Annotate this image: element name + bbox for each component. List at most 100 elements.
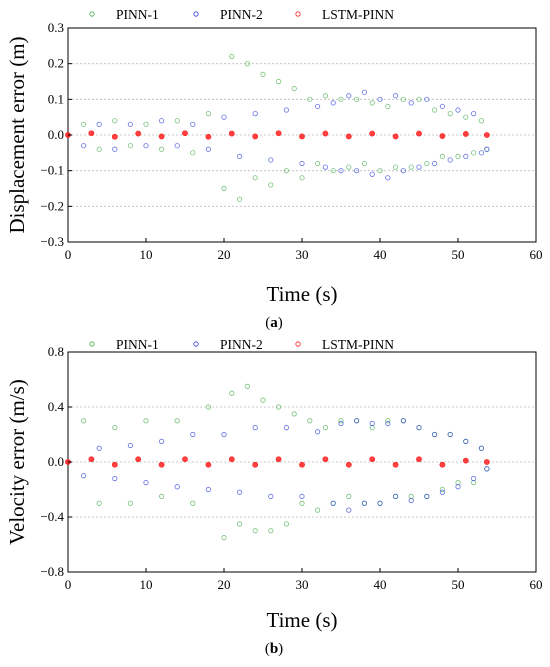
data-point — [135, 456, 142, 463]
data-point — [237, 196, 243, 202]
data-point — [190, 500, 196, 506]
data-point — [268, 528, 274, 534]
data-point — [112, 146, 118, 152]
data-point — [299, 500, 305, 506]
data-point — [275, 130, 282, 137]
x-axis-label: Time (s) — [267, 608, 338, 632]
data-point — [447, 157, 453, 163]
data-point — [228, 130, 235, 137]
data-point — [237, 489, 243, 495]
data-point — [252, 175, 258, 181]
data-point — [470, 150, 477, 156]
data-point — [174, 418, 180, 424]
data-point — [159, 118, 165, 124]
data-point — [322, 130, 329, 137]
data-point — [252, 133, 259, 140]
y-tick-label: 0.4 — [48, 399, 65, 414]
data-point — [338, 168, 344, 174]
data-point — [322, 93, 328, 99]
legend-label: PINN-1 — [116, 337, 159, 352]
data-point — [353, 418, 360, 424]
data-point — [392, 461, 399, 468]
data-point — [205, 404, 211, 410]
x-axis-label: Time (s) — [267, 282, 338, 306]
data-point — [127, 143, 133, 149]
y-tick-label: −0.3 — [40, 234, 64, 249]
data-point — [112, 118, 118, 124]
data-point — [158, 461, 165, 468]
data-point — [346, 507, 352, 513]
data-point — [385, 103, 391, 110]
panel-label-a: (a) — [265, 315, 283, 331]
x-tick-label: 20 — [218, 247, 231, 262]
data-point — [275, 404, 282, 410]
data-point — [275, 456, 282, 463]
data-point — [400, 168, 406, 174]
data-point — [111, 133, 118, 140]
data-point — [96, 121, 102, 127]
panel-label-b: (b) — [265, 641, 283, 657]
data-point — [455, 484, 461, 490]
data-point — [478, 150, 484, 156]
data-point — [81, 121, 87, 127]
y-tick-label: 0.0 — [48, 454, 64, 469]
data-point — [330, 500, 336, 506]
data-point — [221, 431, 227, 438]
x-tick-label: 50 — [452, 247, 465, 262]
y-tick-label: 0.3 — [48, 20, 64, 35]
panel-letter-b: b — [270, 641, 278, 657]
x-tick-label: 10 — [140, 577, 153, 592]
data-point — [127, 121, 133, 127]
panel-a-chart: 0.3 0.2 0.1 0.0 −0.1 −0.2 −0.3 0 10 20 30 40 50 60 P… — [5, 7, 543, 331]
data-point — [424, 160, 430, 167]
data-point — [463, 438, 469, 444]
data-point — [377, 168, 383, 174]
data-point — [346, 164, 352, 170]
data-point — [307, 96, 313, 102]
data-point — [96, 500, 102, 506]
legend-label: PINN-1 — [116, 7, 159, 22]
data-point — [392, 133, 399, 140]
data-point — [111, 461, 118, 468]
data-point — [338, 418, 344, 424]
data-point — [416, 425, 422, 431]
data-point — [439, 133, 446, 139]
data-point — [135, 130, 142, 137]
data-point — [353, 96, 360, 102]
data-point — [307, 418, 313, 424]
data-point — [361, 160, 367, 167]
data-point — [299, 461, 305, 468]
data-point — [400, 96, 406, 102]
legend-marker — [193, 11, 199, 17]
data-point — [205, 461, 212, 468]
data-point — [237, 153, 243, 159]
data-point — [484, 146, 490, 152]
data-point — [229, 53, 235, 60]
data-point — [330, 168, 336, 174]
x-axis-ticks: 0 10 20 30 40 50 60 — [65, 568, 543, 592]
data-point — [228, 456, 235, 463]
data-point — [439, 153, 445, 159]
data-point — [470, 111, 477, 117]
data-point — [174, 118, 180, 124]
data-point — [408, 164, 414, 170]
data-point — [252, 461, 259, 468]
legend: PINN-1 PINN-2 LSTM-PINN — [89, 7, 394, 22]
data-point — [221, 185, 227, 192]
x-tick-label: 0 — [65, 247, 72, 262]
data-point — [159, 146, 165, 152]
data-point — [260, 397, 266, 403]
data-point — [283, 521, 289, 527]
y-axis-label: Velocity error (m/s) — [5, 379, 29, 545]
legend-marker — [295, 11, 301, 17]
data-point — [439, 486, 445, 493]
y-tick-label: 0.0 — [48, 127, 64, 142]
x-tick-label: 20 — [218, 577, 231, 592]
data-point — [159, 493, 165, 499]
x-tick-label: 30 — [296, 247, 309, 262]
data-point — [237, 521, 243, 527]
data-point — [299, 160, 305, 167]
x-tick-label: 10 — [140, 247, 153, 262]
data-point — [322, 164, 328, 170]
